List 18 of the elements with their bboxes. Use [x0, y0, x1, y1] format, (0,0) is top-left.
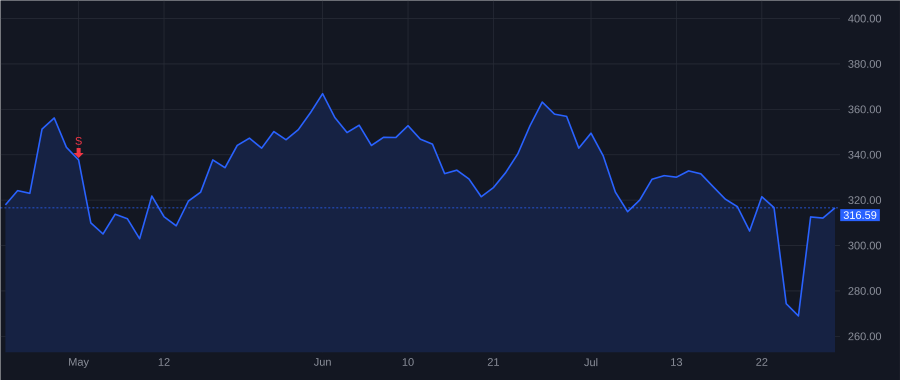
ref-line-label: 316.59	[844, 211, 876, 219]
annotation: S	[75, 136, 82, 145]
y-tick-label: 300.00	[848, 242, 882, 250]
y-tick-label: 260.00	[848, 332, 882, 340]
x-tick-label: Jun	[314, 358, 331, 366]
x-tick-label: 12	[158, 358, 170, 366]
x-tick-label: 13	[671, 358, 682, 366]
x-tick-label: Jul	[584, 358, 598, 366]
y-tick-label: 400.00	[848, 14, 882, 22]
y-tick-label: 280.00	[848, 286, 882, 295]
y-tick-label: 360.00	[848, 105, 882, 114]
y-tick-label: 340.00	[848, 150, 882, 159]
x-tick-label: 21	[488, 358, 499, 366]
y-tick-label: 320.00	[848, 196, 882, 204]
y-tick-label: 380.00	[848, 60, 882, 68]
x-tick-label: 10	[402, 358, 414, 366]
x-tick-label: 22	[756, 358, 768, 366]
x-tick-label: May	[69, 358, 89, 368]
